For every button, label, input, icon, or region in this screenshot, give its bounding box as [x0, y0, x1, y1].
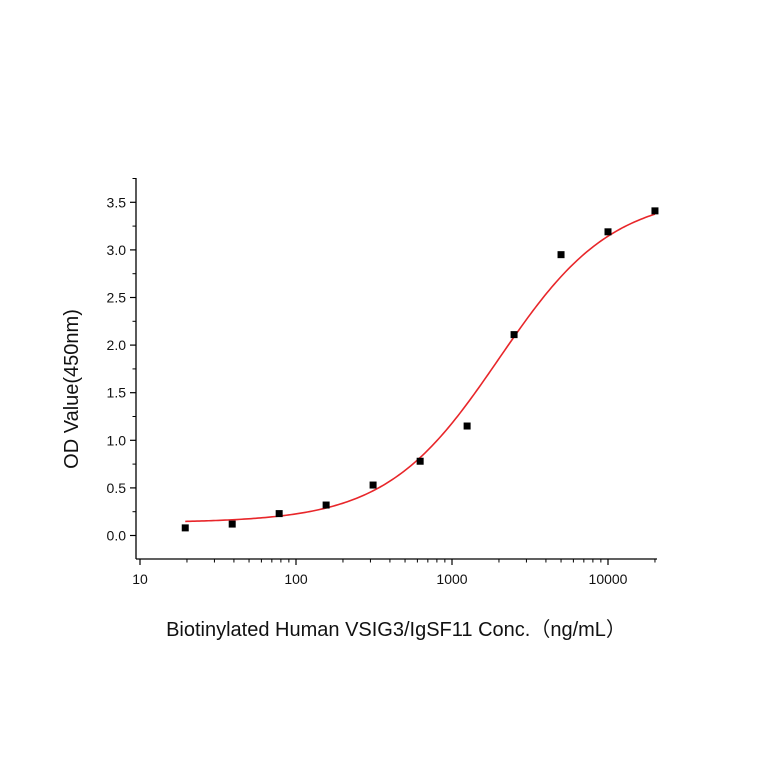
y-ticks: 0.0 0.5 1.0 1.5 2.0 2.5 3.0 3.5: [107, 178, 136, 544]
data-point: [322, 501, 330, 509]
data-point: [228, 520, 236, 528]
x-tick-label: 10000: [589, 571, 628, 587]
data-point: [416, 457, 424, 465]
data-point: [510, 331, 518, 339]
x-tick-label: 10: [132, 571, 148, 587]
fit-curve: [185, 213, 656, 523]
data-point: [651, 207, 659, 215]
data-points: [181, 207, 659, 532]
y-tick-label: 0.0: [107, 528, 127, 544]
y-tick-label: 3.0: [107, 242, 127, 258]
x-tick-label: 100: [284, 571, 308, 587]
data-point: [604, 228, 612, 236]
plot-area: 10 100 1000 10000 0.0 0.5 1.0 1.5 2.0 2.5 3.0 3.5: [107, 178, 659, 587]
y-tick-label: 1.0: [107, 432, 127, 448]
data-point: [557, 251, 565, 259]
x-axis-title: Biotinylated Human VSIG3/IgSF11 Conc.（ng…: [166, 618, 626, 641]
y-tick-label: 2.0: [107, 337, 127, 353]
y-axis-title: OD Value(450nm): [61, 309, 83, 469]
y-tick-label: 0.5: [107, 480, 127, 496]
y-tick-label: 2.5: [107, 290, 127, 306]
y-tick-label: 1.5: [107, 385, 127, 401]
x-ticks: 10 100 1000 10000: [132, 559, 656, 587]
data-point: [369, 481, 377, 489]
data-point: [463, 422, 471, 430]
data-point: [181, 524, 189, 532]
data-point: [275, 510, 283, 518]
x-tick-label: 1000: [436, 571, 467, 587]
y-tick-label: 3.5: [107, 194, 127, 210]
